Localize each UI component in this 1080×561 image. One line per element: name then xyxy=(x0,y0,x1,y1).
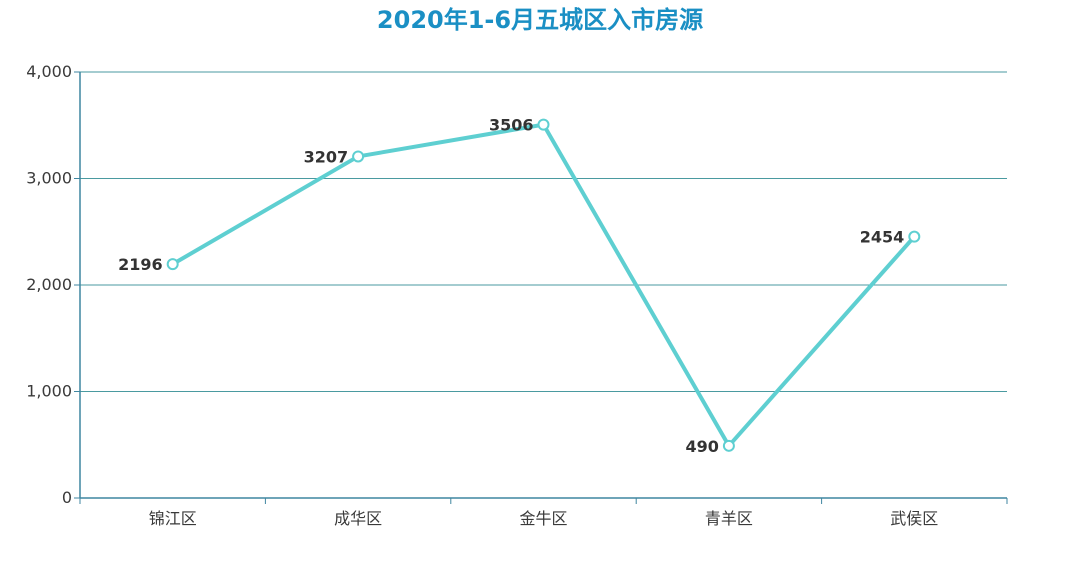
data-label: 2454 xyxy=(860,228,905,247)
x-tick-label: 武侯区 xyxy=(890,509,938,528)
data-label: 3207 xyxy=(304,147,349,166)
x-tick-label: 金牛区 xyxy=(519,509,567,528)
data-label: 3506 xyxy=(489,116,534,135)
y-tick-label: 1,000 xyxy=(26,382,72,401)
data-label: 490 xyxy=(685,437,718,456)
x-tick-label: 成华区 xyxy=(334,509,382,528)
data-point xyxy=(537,118,550,131)
data-point xyxy=(352,150,365,163)
data-labels: 2196 3207 3506 490 2454 xyxy=(118,116,904,456)
y-tick-label: 2,000 xyxy=(26,275,72,294)
series-layer xyxy=(166,118,921,452)
axes: 0 1,000 2,000 3,000 4,000 锦江区 成华区 金牛区 青羊区 武侯区 xyxy=(26,62,1008,528)
y-tick-label: 3,000 xyxy=(26,169,72,188)
y-tick-label: 4,000 xyxy=(26,62,72,81)
y-tick-label: 0 xyxy=(62,488,72,507)
x-tick-label: 锦江区 xyxy=(149,509,197,528)
x-tick-label: 青羊区 xyxy=(705,509,753,528)
gridlines xyxy=(80,71,1007,392)
data-label: 2196 xyxy=(118,255,163,274)
data-point xyxy=(908,230,921,243)
data-point xyxy=(722,439,735,452)
chart-title: 2020年1-6月五城区入市房源 xyxy=(377,6,703,34)
data-point xyxy=(166,258,179,271)
